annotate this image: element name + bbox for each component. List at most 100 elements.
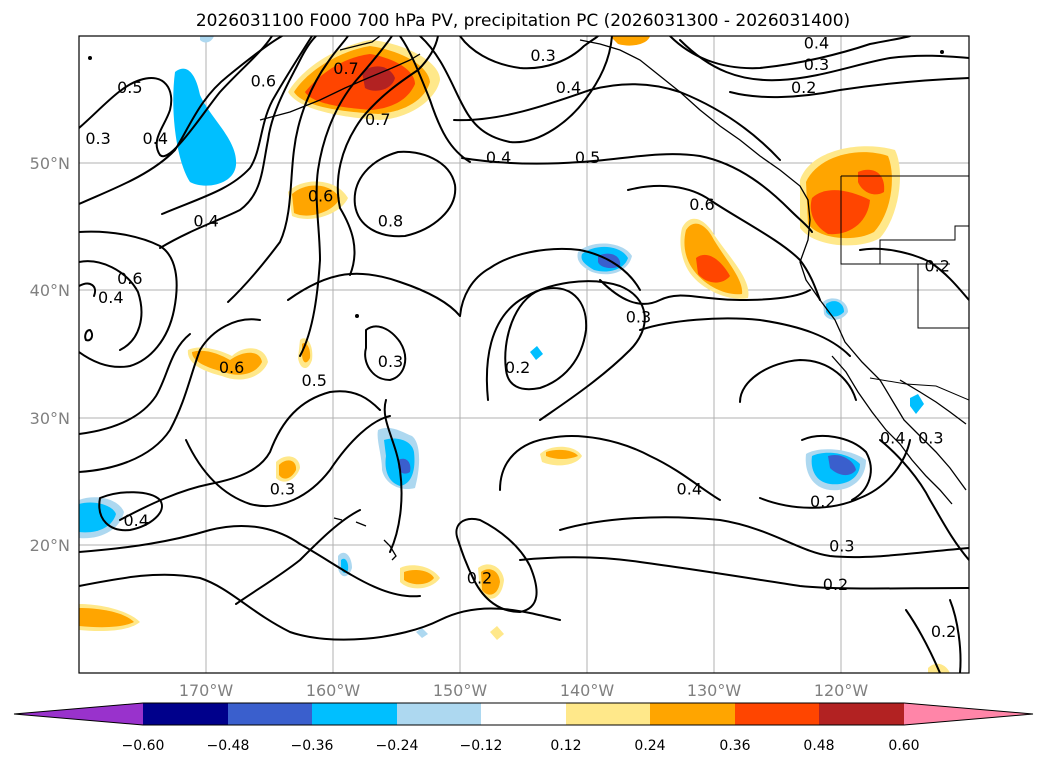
pv-contour [729, 77, 969, 99]
precip-blob-positive [610, 36, 650, 46]
pv-contour [499, 435, 721, 501]
map-frame [78, 35, 970, 674]
contour-label: 0.4 [556, 78, 581, 97]
colorbar-tick-label: 0.36 [719, 738, 750, 754]
precip-blob-negative [200, 36, 214, 43]
state-border [917, 264, 969, 329]
lon-label: 120°W [814, 681, 869, 700]
gulf-of-california-coast [899, 379, 967, 425]
island-dot [355, 314, 359, 318]
contour-label: 0.3 [829, 537, 854, 556]
contour-labels: 0.50.3 0.40.40.60.70.70.60.80.30.40.4 0.50… [85, 33, 956, 641]
contour-label: 0.5 [575, 148, 600, 167]
pv-contour [455, 518, 538, 613]
hawaii-islands [355, 521, 367, 527]
contour-label: 0.4 [486, 148, 511, 167]
colorbar-extend-low [14, 703, 143, 725]
pv-contour [79, 260, 143, 351]
colorbar-segment [650, 703, 735, 725]
lon-label: 150°W [433, 681, 488, 700]
colorbar-segment [566, 703, 650, 725]
colorbar-segment [397, 703, 481, 725]
pv-contour [399, 36, 471, 163]
colorbar-outline [13, 702, 1034, 726]
pv-contour [419, 36, 613, 144]
contour-label: 0.2 [924, 256, 949, 275]
pv-contour [119, 390, 381, 521]
lon-label: 140°W [560, 681, 615, 700]
pv-contour [739, 359, 857, 403]
colorbar-segment [312, 703, 397, 725]
contour-label: 0.6 [117, 269, 142, 288]
lon-label: 170°W [179, 681, 234, 700]
contour-label: 0.3 [378, 352, 403, 371]
lon-label: 160°W [306, 681, 361, 700]
pv-contour [485, 280, 646, 421]
colorbar-tick-label: −0.24 [376, 738, 419, 754]
colorbar: −0.60 −0.48 −0.36 −0.24 −0.12 0.12 0.24 … [13, 702, 1034, 754]
precip-blob-positive [362, 66, 395, 91]
pv-contour [859, 247, 969, 301]
pv-contour [453, 83, 781, 161]
pv-contour [79, 230, 178, 368]
pv-contour [599, 279, 811, 305]
lat-label: 30°N [30, 409, 70, 428]
graticule [79, 36, 969, 673]
contour-label: 0.8 [378, 212, 403, 231]
contour-label: 0.6 [219, 358, 244, 377]
precip-blob-positive [79, 608, 134, 628]
pv-contour [161, 36, 313, 215]
precip-blob-negative [173, 68, 237, 186]
precip-blob-negative [416, 628, 428, 638]
contour-label: 0.2 [931, 622, 956, 641]
us-mexico-border [869, 377, 969, 401]
contour-label: 0.3 [85, 129, 110, 148]
pv-contour [79, 333, 191, 435]
pv-contour [519, 556, 969, 590]
pv-contour [98, 491, 163, 532]
precip-blob-positive [490, 626, 504, 640]
pv-contour [679, 39, 969, 82]
contour-label: 0.2 [823, 575, 848, 594]
lat-label: 20°N [30, 536, 70, 555]
baja-coast [831, 355, 953, 505]
colorbar-segment [143, 703, 228, 725]
contour-label: 0.3 [530, 46, 555, 65]
colorbar-segment [735, 703, 819, 725]
pv-contour [185, 415, 391, 508]
pv-contour [79, 573, 561, 641]
precip-blob-positive [481, 569, 500, 595]
precip-blob-negative [398, 458, 411, 474]
pv-contour [79, 524, 421, 598]
coastlines [88, 36, 969, 561]
pv-contour [299, 36, 393, 357]
state-border [840, 176, 950, 265]
precip-blob-positive [404, 570, 434, 585]
contour-label: 0.6 [308, 186, 333, 205]
hawaii-islands [333, 517, 343, 521]
pv-contours [79, 36, 969, 673]
colorbar-tick-label: 0.60 [888, 738, 919, 754]
pv-contour [879, 439, 969, 561]
hawaii-islands [383, 539, 397, 561]
island-dot [88, 56, 92, 60]
pv-contour [559, 516, 969, 559]
contour-label: 0.4 [804, 33, 829, 52]
precip-blob-negative [828, 454, 856, 476]
contour-label: 0.6 [689, 195, 714, 214]
precip-blob-positive [810, 190, 870, 235]
contour-label: 0.4 [98, 288, 123, 307]
pv-contour [84, 329, 94, 342]
pv-contour [461, 153, 813, 233]
pv-contour [79, 36, 273, 158]
pv-contour [383, 399, 403, 553]
colorbar-tick-label: −0.60 [122, 738, 165, 754]
precip-blob-negative [530, 346, 543, 360]
pv-contour [949, 599, 962, 673]
colorbar-tick-label: 0.12 [550, 738, 581, 754]
contour-label: 0.3 [918, 428, 943, 447]
map-panel: 0.50.3 0.40.40.60.70.70.60.80.30.40.4 0.50… [79, 33, 969, 673]
pv-contour [227, 36, 349, 303]
contour-label: 0.4 [677, 479, 702, 498]
contour-label: 0.5 [117, 78, 142, 97]
